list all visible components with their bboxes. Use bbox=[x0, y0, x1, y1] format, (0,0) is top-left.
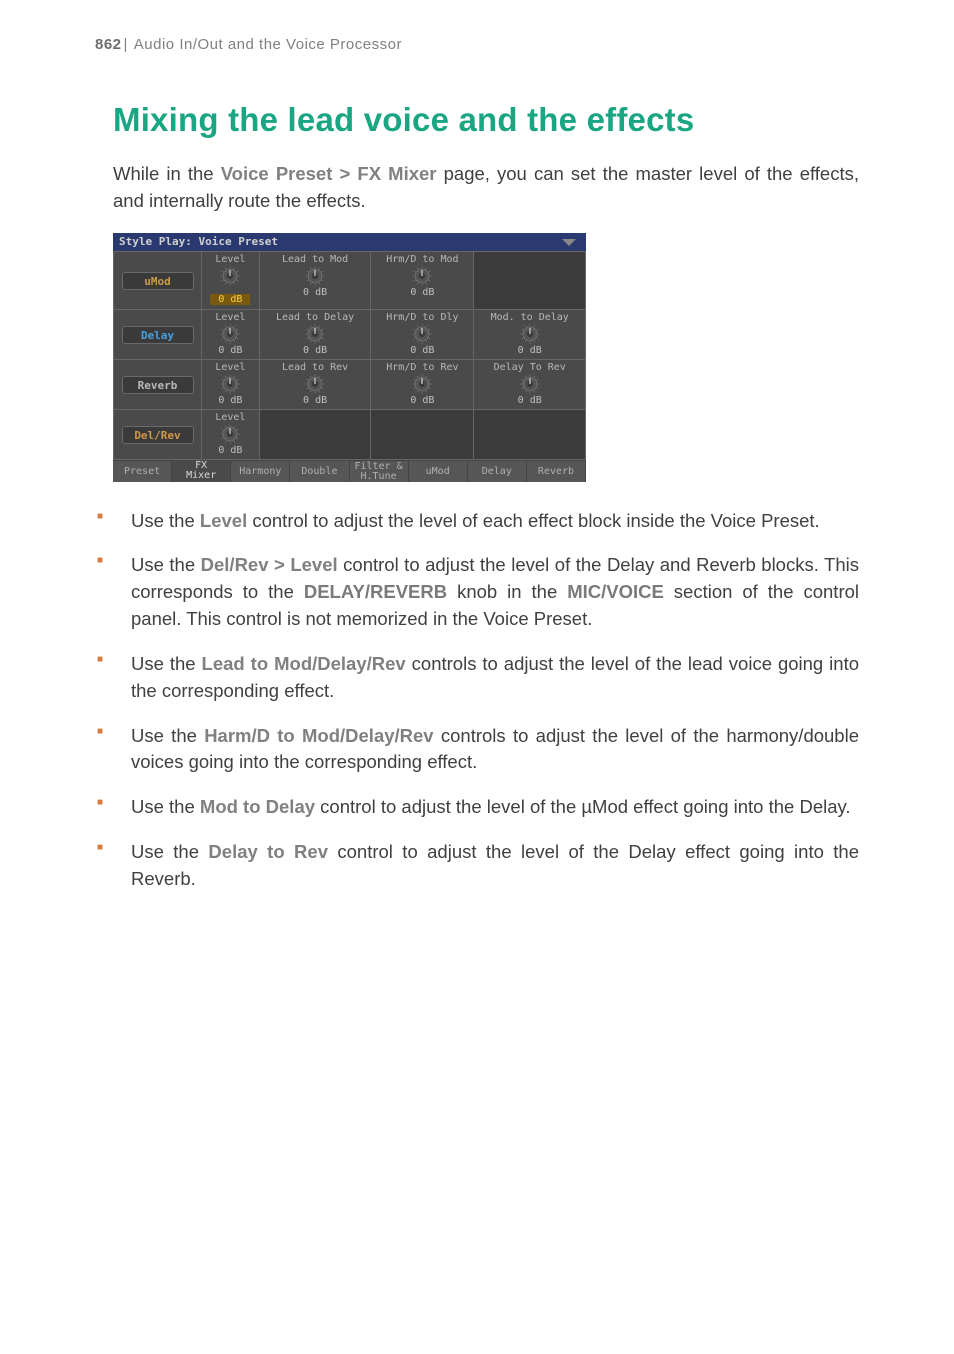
knob-label: Level bbox=[202, 362, 259, 373]
window-titlebar: Style Play: Voice Preset bbox=[113, 233, 586, 251]
knob-control[interactable] bbox=[412, 324, 432, 344]
knob-control[interactable] bbox=[220, 374, 240, 394]
knob-label: Hrm/D to Rev bbox=[371, 362, 473, 373]
tab-delay[interactable]: Delay bbox=[468, 460, 527, 482]
body-bullet-list: Use the Level control to adjust the leve… bbox=[95, 508, 859, 893]
tab-bar: PresetFXMixerHarmonyDoubleFilter &H.Tune… bbox=[113, 460, 586, 482]
tab-reverb[interactable]: Reverb bbox=[527, 460, 586, 482]
knob-value: 0 dB bbox=[260, 287, 371, 298]
window-title: Style Play: Voice Preset bbox=[119, 235, 558, 248]
tab-double[interactable]: Double bbox=[290, 460, 349, 482]
menu-dropdown-icon[interactable] bbox=[558, 237, 580, 247]
page-number: 862 bbox=[95, 36, 122, 53]
ui-term: Mod to Delay bbox=[200, 796, 315, 817]
knob-value: 0 dB bbox=[474, 395, 585, 406]
list-item: Use the Del/Rev > Level control to adjus… bbox=[83, 552, 859, 632]
knob-control[interactable] bbox=[412, 374, 432, 394]
ui-term: Delay to Rev bbox=[208, 841, 328, 862]
knob-label: Lead to Rev bbox=[260, 362, 371, 373]
knob-control[interactable] bbox=[305, 374, 325, 394]
knob-control[interactable] bbox=[220, 324, 240, 344]
ui-path-label: Voice Preset > FX Mixer bbox=[221, 163, 437, 184]
knob-control[interactable] bbox=[520, 324, 540, 344]
tab-umod[interactable]: uMod bbox=[409, 460, 468, 482]
knob-control[interactable] bbox=[412, 266, 432, 286]
knob-label: Lead to Mod bbox=[260, 254, 371, 265]
ui-term: MIC/VOICE bbox=[567, 581, 664, 602]
knob-value: 0 dB bbox=[474, 345, 585, 356]
list-item: Use the Delay to Rev control to adjust t… bbox=[83, 839, 859, 893]
knob-label: Level bbox=[202, 312, 259, 323]
knob-control[interactable] bbox=[305, 324, 325, 344]
knob-label: Level bbox=[202, 412, 259, 423]
fx-row-button[interactable]: Del/Rev bbox=[122, 426, 194, 444]
page-title: Mixing the lead voice and the effects bbox=[113, 101, 859, 139]
tab-harmony[interactable]: Harmony bbox=[231, 460, 290, 482]
fx-row-button[interactable]: uMod bbox=[122, 272, 194, 290]
tab-fx-mixer[interactable]: FXMixer bbox=[172, 460, 231, 482]
section-title: Audio In/Out and the Voice Processor bbox=[134, 36, 402, 53]
knob-control[interactable] bbox=[220, 266, 240, 286]
tab-filter-h-tune[interactable]: Filter &H.Tune bbox=[350, 460, 409, 482]
list-item: Use the Level control to adjust the leve… bbox=[83, 508, 859, 535]
knob-value: 0 dB bbox=[371, 395, 473, 406]
knob-value: 0 dB bbox=[260, 345, 371, 356]
ui-term: DELAY/REVERB bbox=[304, 581, 447, 602]
fx-row-button[interactable]: Reverb bbox=[122, 376, 194, 394]
ui-term: Level bbox=[200, 510, 247, 531]
ui-term: Lead to Mod/Delay/Rev bbox=[202, 653, 406, 674]
knob-value: 0 dB bbox=[202, 345, 259, 356]
intro-paragraph: While in the Voice Preset > FX Mixer pag… bbox=[113, 161, 859, 215]
knob-label: Level bbox=[202, 254, 259, 265]
ui-term: Del/Rev > Level bbox=[201, 554, 338, 575]
knob-value: 0 dB bbox=[371, 345, 473, 356]
ui-term: Harm/D to Mod/Delay/Rev bbox=[204, 725, 433, 746]
list-item: Use the Harm/D to Mod/Delay/Rev controls… bbox=[83, 723, 859, 777]
knob-control[interactable] bbox=[520, 374, 540, 394]
fx-row-button[interactable]: Delay bbox=[122, 326, 194, 344]
knob-label: Hrm/D to Mod bbox=[371, 254, 473, 265]
knob-label: Hrm/D to Dly bbox=[371, 312, 473, 323]
list-item: Use the Mod to Delay control to adjust t… bbox=[83, 794, 859, 821]
knob-value: 0 dB bbox=[260, 395, 371, 406]
knob-value: 0 dB bbox=[202, 445, 259, 456]
knob-control[interactable] bbox=[305, 266, 325, 286]
page-header: 862| Audio In/Out and the Voice Processo… bbox=[95, 36, 859, 53]
list-item: Use the Lead to Mod/Delay/Rev controls t… bbox=[83, 651, 859, 705]
fx-mixer-screenshot: Style Play: Voice Preset uModLevel0 dBLe… bbox=[113, 233, 586, 482]
knob-control[interactable] bbox=[220, 424, 240, 444]
knob-value: 0 dB bbox=[210, 294, 250, 305]
fx-mixer-grid: uModLevel0 dBLead to Mod0 dBHrm/D to Mod… bbox=[113, 251, 586, 460]
knob-value: 0 dB bbox=[202, 395, 259, 406]
knob-label: Mod. to Delay bbox=[474, 312, 585, 323]
knob-label: Lead to Delay bbox=[260, 312, 371, 323]
tab-preset[interactable]: Preset bbox=[113, 460, 172, 482]
knob-label: Delay To Rev bbox=[474, 362, 585, 373]
knob-value: 0 dB bbox=[371, 287, 473, 298]
header-separator: | bbox=[124, 36, 128, 53]
